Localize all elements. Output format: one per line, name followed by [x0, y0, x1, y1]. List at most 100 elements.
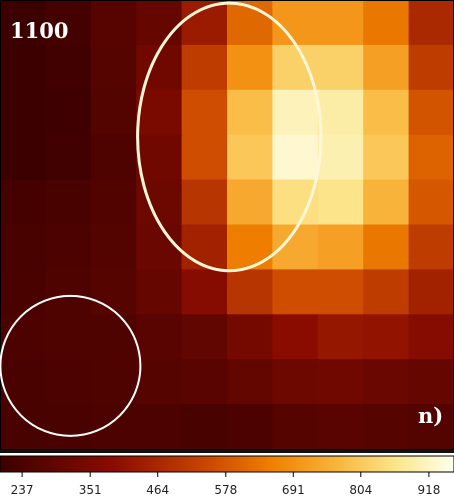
heatmap-cell — [408, 359, 454, 405]
colorbar-tick-label: 918 — [417, 483, 440, 497]
heatmap-cell — [227, 359, 273, 405]
heatmap-cell — [272, 89, 319, 136]
heatmap-cell — [90, 89, 137, 136]
heatmap-cell — [181, 359, 228, 405]
heatmap-cell — [317, 89, 364, 136]
heatmap-cell — [45, 0, 92, 46]
colorbar-tick-label: 578 — [214, 483, 237, 497]
heatmap-cell — [272, 134, 319, 181]
heatmap-cell — [136, 134, 183, 181]
heatmap-cell — [90, 179, 137, 226]
heatmap-cell — [90, 224, 137, 270]
heatmap-cell — [227, 224, 273, 270]
heatmap-cell — [45, 359, 92, 405]
heatmap-cell — [227, 314, 273, 360]
heatmap-cell — [136, 269, 183, 315]
heatmap-cell — [181, 89, 228, 136]
heatmap-cell — [317, 269, 364, 315]
heatmap-cell — [363, 179, 410, 226]
heatmap-cell — [363, 0, 410, 46]
heatmap-cell — [0, 134, 46, 181]
heatmap-cell — [181, 179, 228, 226]
heatmap-cell — [363, 269, 410, 315]
heatmap-cell — [227, 89, 273, 136]
heatmap-cell — [363, 224, 410, 270]
heatmap-cell — [363, 404, 410, 450]
heatmap-cell — [227, 404, 273, 450]
heatmap-cell — [90, 44, 137, 91]
heatmap-cell — [45, 89, 92, 136]
heatmap-cell — [317, 44, 364, 91]
heatmap-cell — [181, 269, 228, 315]
heatmap-cell — [363, 89, 410, 136]
heatmap-cell — [136, 359, 183, 405]
heatmap-cell — [45, 224, 92, 270]
wavelength-label: 1100 — [10, 18, 68, 43]
heatmap-cell — [317, 179, 364, 226]
heatmap-cell — [317, 404, 364, 450]
heatmap-cell — [181, 314, 228, 360]
heatmap-cell — [227, 44, 273, 91]
heatmap-cell — [272, 44, 319, 91]
heatmap-cell — [181, 134, 228, 181]
heatmap-cell — [90, 0, 137, 46]
heatmap-cell — [317, 134, 364, 181]
heatmap-cell — [0, 44, 46, 91]
heatmap-cell — [272, 269, 319, 315]
heatmap-cell — [136, 314, 183, 360]
heatmap-cell — [272, 404, 319, 450]
heatmap-cell — [136, 404, 183, 450]
heatmap-cell — [0, 0, 46, 46]
heatmap-cell — [408, 269, 454, 315]
heatmap-cell — [408, 0, 454, 46]
heatmap-cell — [0, 404, 46, 450]
heatmap-cell — [45, 404, 92, 450]
heatmap-cell — [90, 314, 137, 360]
heatmap-cell — [272, 359, 319, 405]
heatmap-cell — [317, 224, 364, 270]
heatmap-cell — [90, 269, 137, 315]
heatmap-cell — [363, 314, 410, 360]
heatmap-cell — [0, 89, 46, 136]
heatmap-cell — [272, 179, 319, 226]
heatmap-cell — [317, 314, 364, 360]
source-aperture-ellipse — [136, 1, 323, 273]
heatmap-cell — [227, 269, 273, 315]
heatmap-cell — [45, 134, 92, 181]
heatmap-cell — [181, 224, 228, 270]
heatmap-cell — [272, 0, 319, 46]
heatmap-cell — [408, 89, 454, 136]
heatmap-cell — [90, 359, 137, 405]
heatmap-cell — [136, 89, 183, 136]
colorbar-separator — [0, 450, 454, 453]
heatmap-cell — [227, 179, 273, 226]
heatmap-cell — [408, 134, 454, 181]
heatmap-cell — [0, 314, 46, 360]
heatmap-cell — [227, 134, 273, 181]
heatmap-cell — [45, 179, 92, 226]
heatmap-cell — [90, 404, 137, 450]
colorbar-tick-label: 237 — [11, 483, 34, 497]
heatmap-cell — [0, 359, 46, 405]
heatmap-cell — [363, 44, 410, 91]
heatmap-cell — [136, 0, 183, 46]
heatmap-cell — [90, 134, 137, 181]
heatmap-cell — [181, 44, 228, 91]
heatmap-cell — [45, 269, 92, 315]
heatmap-cell — [363, 134, 410, 181]
colorbar-tick-label: 351 — [79, 483, 102, 497]
heatmap-cell — [317, 359, 364, 405]
heatmap-cell — [0, 224, 46, 270]
heatmap-grid — [0, 0, 454, 450]
heatmap-cell — [408, 44, 454, 91]
heatmap-cell — [272, 314, 319, 360]
colorbar-ticks: 237 351 464 578 691 804 918 — [11, 472, 440, 497]
heatmap-cell — [408, 179, 454, 226]
heatmap-cell — [136, 224, 183, 270]
background-aperture-circle — [0, 294, 142, 437]
panel-label: n) — [418, 403, 443, 428]
heatmap-cell — [45, 44, 92, 91]
heatmap-cell — [181, 404, 228, 450]
heatmap-cell — [408, 314, 454, 360]
heatmap-cell — [0, 179, 46, 226]
